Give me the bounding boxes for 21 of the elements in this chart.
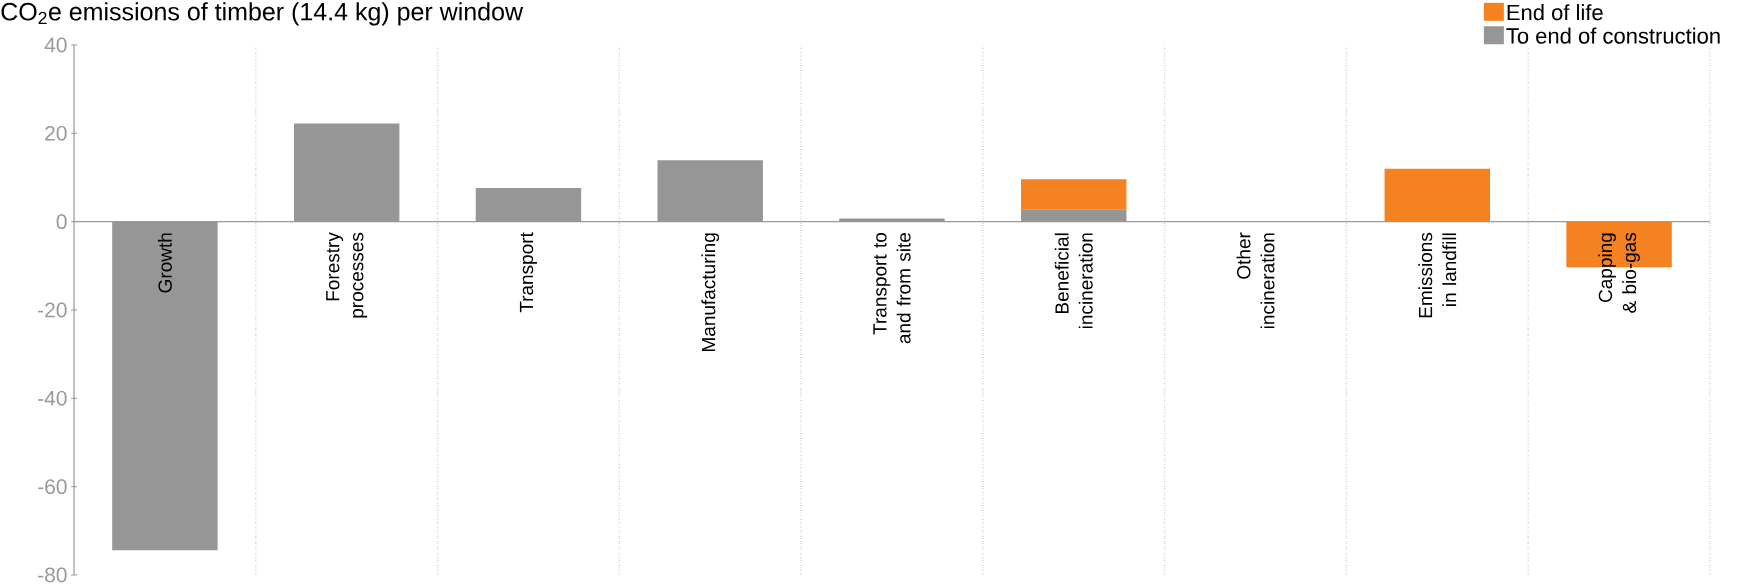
y-tick-label: 0	[56, 214, 67, 230]
bar	[1384, 168, 1490, 222]
y-tick-label: 20	[45, 125, 67, 141]
y-tick-label: -40	[38, 390, 67, 406]
x-tick-label: Other incineration	[1236, 232, 1275, 329]
x-tick-label: Beneficial incineration	[1054, 233, 1093, 329]
x-tick-label: Transport to and from site	[873, 232, 911, 344]
x-tick-label: Transport	[519, 232, 537, 313]
y-tick-label: 40	[44, 37, 67, 53]
x-tick-label: Forestry processes	[326, 232, 368, 318]
x-tick-label: Capping & bio-gas	[1598, 232, 1640, 313]
legend-label: To end of construction	[1506, 27, 1720, 44]
y-tick-label: -20	[38, 302, 67, 318]
legend-label: End of life	[1507, 4, 1603, 21]
bar	[1021, 179, 1127, 210]
chart-title: CO$_{2}$e emissions of timber (14.4 kg) per window	[1, 2, 524, 26]
y-tick-label: -80	[38, 567, 67, 583]
x-tick-label: Growth	[157, 233, 172, 293]
x-tick-label: Emissions in landfill	[1418, 232, 1457, 318]
y-tick-label: -60	[38, 479, 67, 495]
x-tick-label: Manufacturing	[701, 233, 720, 352]
